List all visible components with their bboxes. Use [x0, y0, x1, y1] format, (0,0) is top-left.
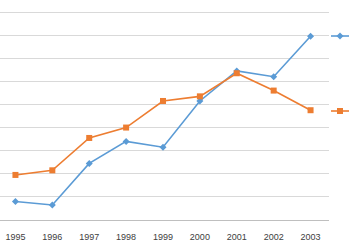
- legend-marker: [337, 33, 344, 40]
- grid: [0, 12, 329, 220]
- x-tick-label: 2001: [227, 232, 247, 242]
- point: [270, 73, 277, 80]
- grid-line: [0, 81, 329, 82]
- point: [12, 198, 19, 205]
- grid-line: [0, 12, 329, 13]
- grid-line: [0, 173, 329, 174]
- chart: 1995 1996 1997 1998 1999 2000 2001 2002 2003: [0, 0, 350, 250]
- grid-line: [0, 127, 329, 128]
- point: [123, 125, 129, 131]
- point: [197, 93, 203, 99]
- x-tick-label: 2002: [264, 232, 284, 242]
- grid-line: [0, 104, 329, 105]
- x-tick-label: 1997: [79, 232, 99, 242]
- x-tick-label: 1999: [153, 232, 173, 242]
- legend-item: [331, 33, 349, 40]
- x-tick-label: 2003: [301, 232, 321, 242]
- x-tick-label: 1995: [5, 232, 25, 242]
- x-tick-label: 1998: [116, 232, 136, 242]
- grid-line: [0, 196, 329, 197]
- series-line: [15, 73, 310, 175]
- point: [160, 98, 166, 104]
- x-axis-line: [0, 220, 329, 221]
- point: [234, 70, 240, 76]
- point: [86, 160, 93, 167]
- grid-line: [0, 58, 329, 59]
- series-line: [15, 36, 310, 205]
- legend-marker: [337, 108, 343, 114]
- point: [307, 33, 314, 40]
- legend-item: [331, 108, 349, 114]
- point: [160, 144, 167, 151]
- legend: [331, 33, 349, 115]
- marks: [12, 33, 314, 209]
- grid-line: [0, 35, 329, 36]
- point: [12, 172, 18, 178]
- x-tick-label: 1996: [42, 232, 62, 242]
- point: [308, 107, 314, 113]
- point: [49, 201, 56, 208]
- point: [271, 88, 277, 94]
- point: [86, 135, 92, 141]
- point: [123, 138, 130, 145]
- point: [49, 167, 55, 173]
- x-tick-label: 2000: [190, 232, 210, 242]
- grid-line: [0, 150, 329, 151]
